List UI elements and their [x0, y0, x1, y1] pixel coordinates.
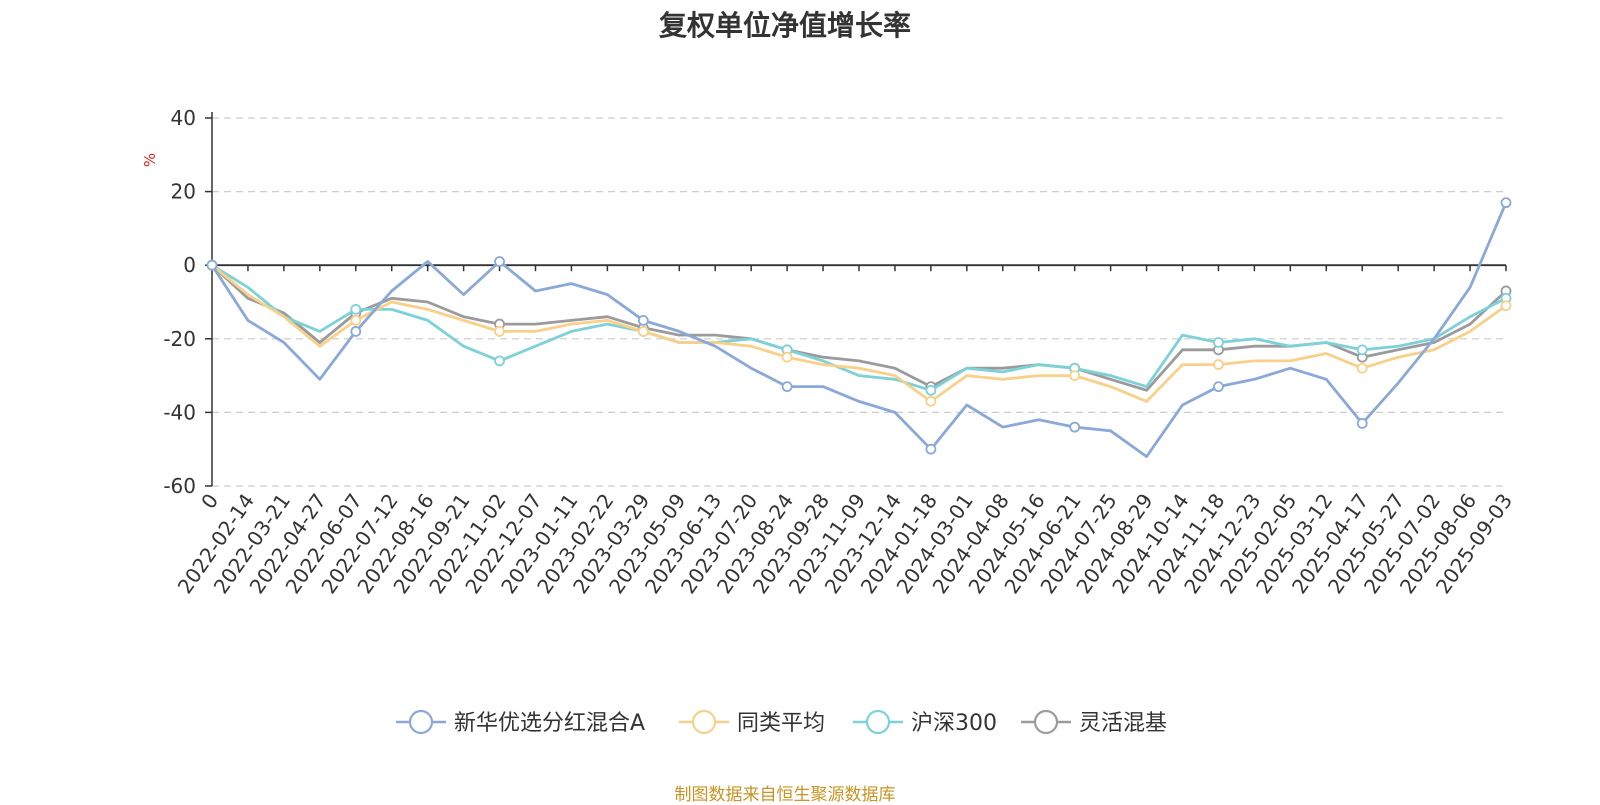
legend-label: 灵活混基	[1079, 711, 1167, 736]
y-tick-label: 0	[183, 253, 196, 277]
data-point	[925, 384, 937, 396]
data-point	[494, 355, 505, 367]
legend-item[interactable]: 灵活混基	[1021, 709, 1167, 736]
y-tick-label: -20	[163, 327, 196, 351]
legend-label: 同类平均	[737, 711, 825, 736]
y-tick-label: -40	[163, 400, 196, 424]
y-tick-label: -60	[163, 474, 196, 498]
data-point	[1500, 300, 1512, 312]
data-point	[925, 395, 937, 407]
data-point	[781, 381, 793, 393]
series-lines	[206, 197, 1512, 459]
legend-marker-icon	[408, 709, 434, 735]
data-point	[1356, 418, 1368, 429]
series-line	[211, 264, 1507, 403]
data-point	[350, 314, 362, 326]
data-point	[1500, 197, 1512, 209]
data-point	[206, 259, 218, 271]
series-line	[210, 202, 1508, 459]
y-axis-unit: %	[141, 153, 159, 167]
data-point	[1069, 370, 1081, 382]
chart-title: 复权单位净值增长率	[658, 9, 911, 42]
legend-item[interactable]: 沪深300	[853, 709, 997, 736]
legend-item[interactable]: 新华优选分红混合A	[396, 709, 645, 736]
data-point	[350, 326, 362, 337]
data-point	[1356, 344, 1368, 356]
x-tick-label: 0	[196, 489, 223, 513]
legend-label: 沪深300	[911, 711, 997, 736]
y-tick-label: 40	[171, 106, 196, 130]
legend-label: 新华优选分红混合A	[454, 711, 645, 736]
data-point	[350, 303, 362, 315]
legend-marker-icon	[691, 709, 717, 735]
data-point	[494, 256, 505, 267]
data-point	[637, 326, 649, 337]
grid-lines	[212, 117, 1506, 487]
data-source-note: 制图数据来自恒生聚源数据库	[674, 785, 896, 805]
legend-marker-icon	[1033, 709, 1059, 735]
data-point	[1213, 337, 1224, 348]
data-point	[1356, 362, 1368, 374]
series-line	[211, 264, 1507, 392]
series-line	[211, 264, 1507, 392]
legend-item[interactable]: 同类平均	[679, 709, 825, 736]
axes: 40200-20-40-60%02022-02-142022-03-212022…	[141, 106, 1517, 598]
data-point	[925, 443, 937, 455]
data-point	[1213, 359, 1224, 370]
legend-marker-icon	[865, 709, 891, 735]
y-tick-label: 20	[171, 180, 196, 204]
data-point	[1069, 421, 1081, 433]
legend[interactable]: 新华优选分红混合A 同类平均 沪深300 灵活混基	[396, 709, 1167, 736]
data-point	[494, 326, 505, 337]
data-point	[637, 314, 649, 326]
data-point	[781, 351, 793, 363]
data-point	[1213, 381, 1224, 393]
